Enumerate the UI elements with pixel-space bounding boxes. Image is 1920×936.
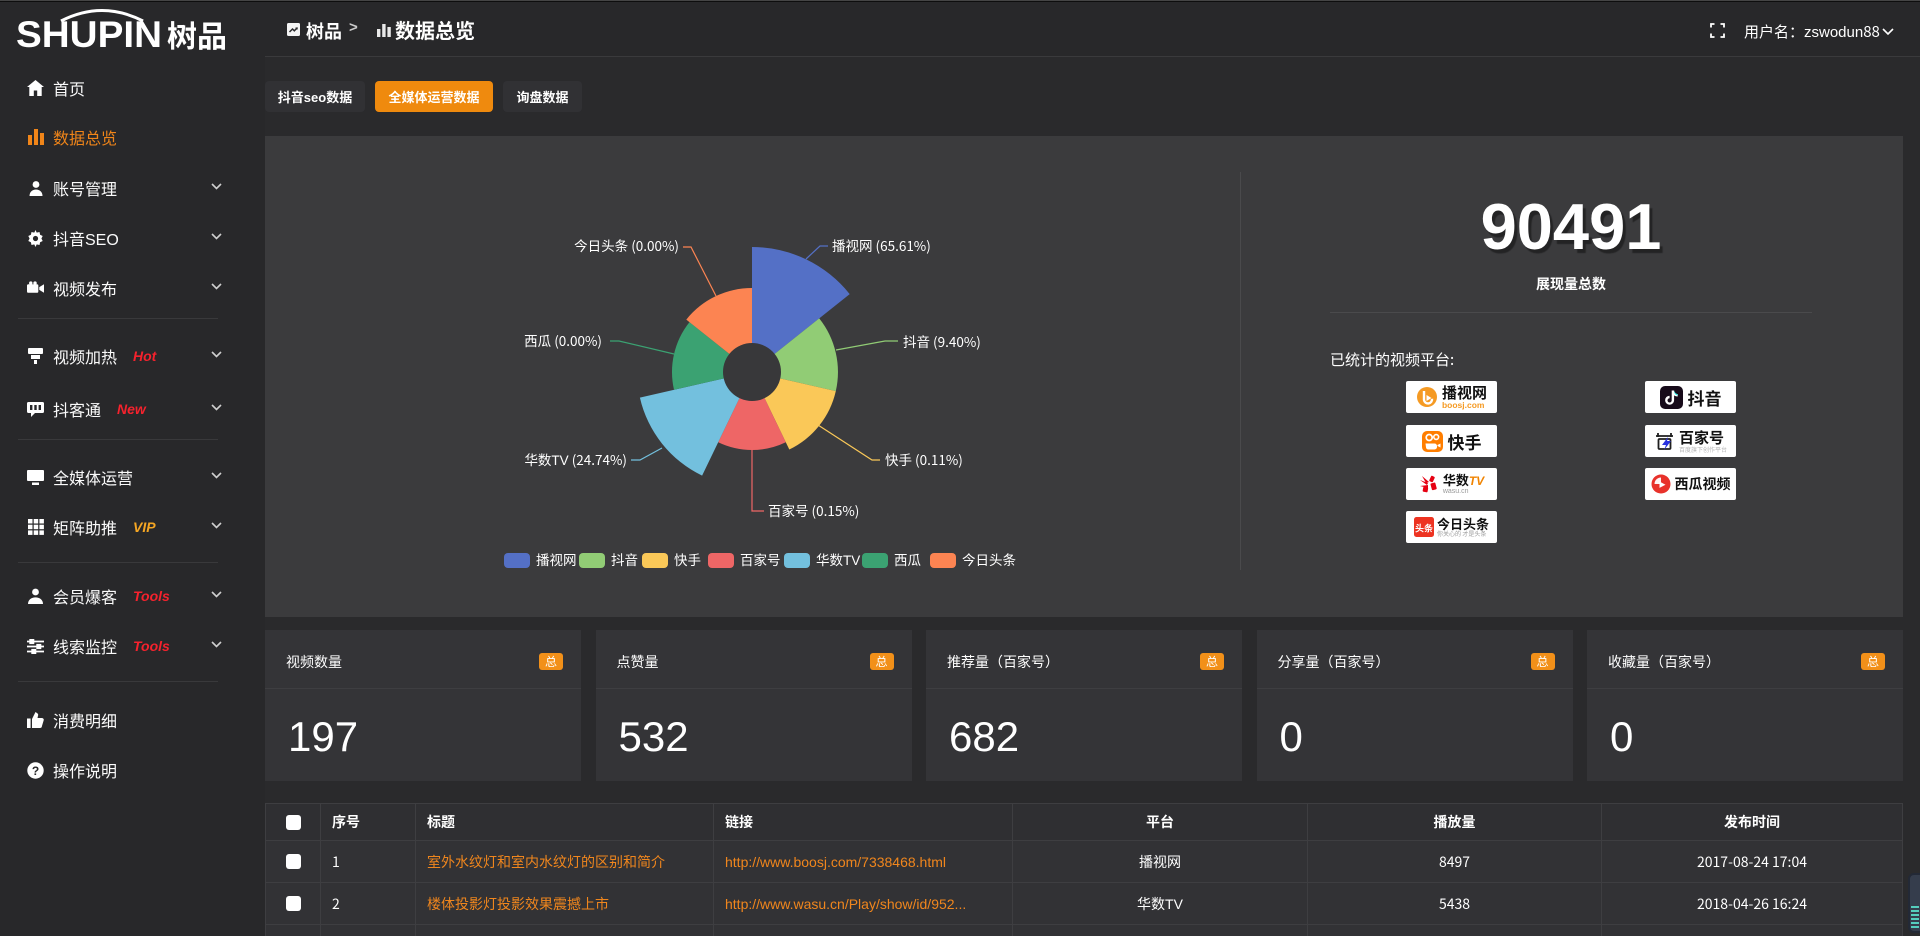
svg-text:头条: 头条 <box>1415 522 1433 535</box>
svg-text:播视网 (65.61%): 播视网 (65.61%) <box>832 235 931 255</box>
svg-text:华数TV: 华数TV <box>816 549 860 569</box>
svg-text:华数TV (24.74%): 华数TV (24.74%) <box>524 449 627 469</box>
svg-text:今日头条: 今日头条 <box>962 549 1016 569</box>
svg-text:抖音: 抖音 <box>611 549 638 569</box>
svg-text:西瓜: 西瓜 <box>894 549 922 569</box>
svg-text:树品: 树品 <box>167 12 227 54</box>
svg-text:快手: 快手 <box>674 549 701 569</box>
svg-text:播视网: 播视网 <box>536 549 577 569</box>
svg-text:?: ? <box>32 763 39 777</box>
svg-text:今日头条 (0.00%): 今日头条 (0.00%) <box>574 235 679 255</box>
svg-text:西瓜 (0.00%): 西瓜 (0.00%) <box>524 330 602 350</box>
svg-text:SHUPIN: SHUPIN <box>16 14 162 54</box>
svg-text:百家号: 百家号 <box>740 549 781 569</box>
svg-text:百家号 (0.15%): 百家号 (0.15%) <box>768 500 859 520</box>
svg-text:快手 (0.11%): 快手 (0.11%) <box>885 449 963 469</box>
svg-text:抖音 (9.40%): 抖音 (9.40%) <box>903 331 981 351</box>
